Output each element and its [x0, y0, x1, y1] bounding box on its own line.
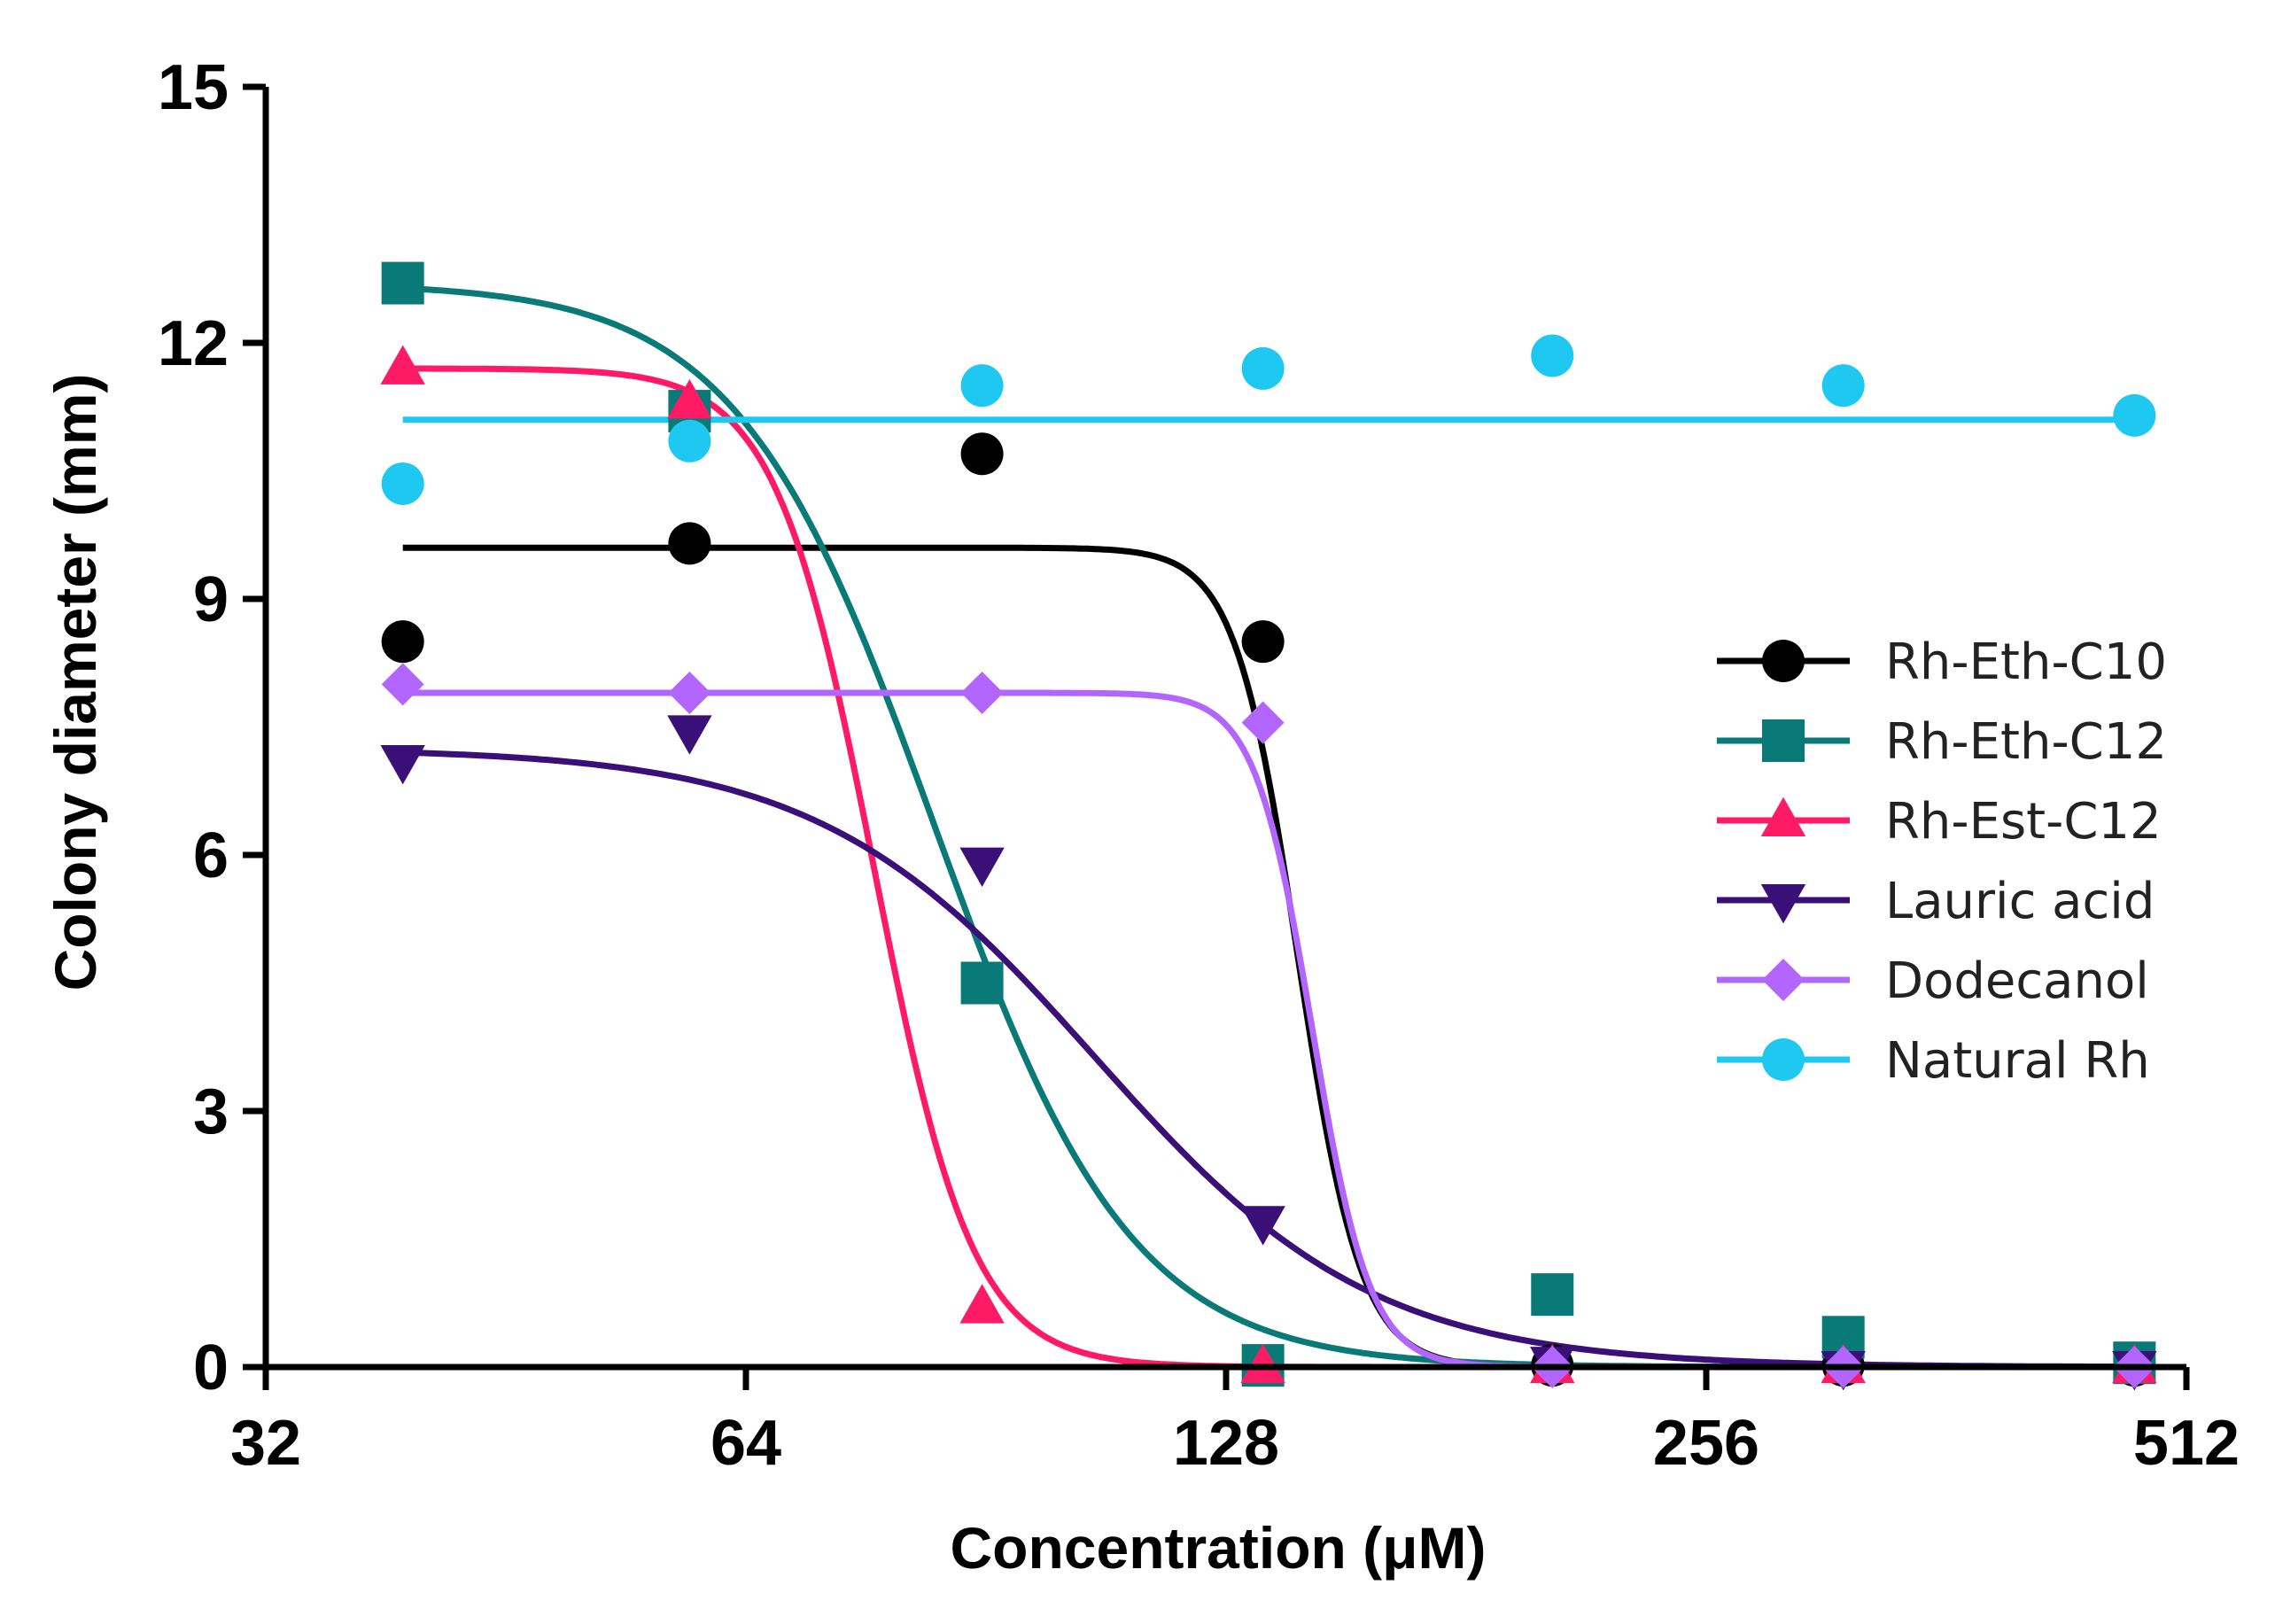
legend-label-rh-est-c12: Rh-Est-C12 [1885, 793, 2162, 851]
point-lauric-acid-3 [1240, 1206, 1285, 1246]
point-natural-rh-4 [1531, 334, 1574, 377]
x-tick-label-32: 32 [230, 1408, 301, 1479]
legend-marker-rh-eth-c10 [1762, 640, 1805, 682]
fit-curve-lauric-acid [402, 749, 2135, 1371]
point-rh-eth-c10-3 [1241, 620, 1285, 664]
legend-marker-natural-rh [1762, 1038, 1805, 1081]
point-natural-rh-3 [1241, 346, 1285, 390]
y-tick-label-15: 15 [158, 52, 229, 123]
point-natural-rh-2 [960, 364, 1004, 408]
y-tick-label-12: 12 [158, 308, 229, 379]
point-lauric-acid-0 [380, 745, 425, 785]
point-rh-est-c12-1 [667, 379, 712, 419]
point-rh-eth-c10-1 [668, 522, 711, 565]
y-tick-label-9: 9 [193, 564, 229, 635]
fit-curve-rh-eth-c10 [402, 544, 2135, 1371]
point-rh-eth-c10-0 [381, 620, 424, 664]
point-rh-est-c12-2 [959, 1284, 1005, 1324]
legend-label-lauric-acid: Lauric acid [1885, 873, 2155, 930]
legend: Rh-Eth-C10 Rh-Eth-C12 Rh-Est-C12 Lauric aci… [1717, 633, 2167, 1090]
x-tick-label-256: 256 [1653, 1408, 1759, 1479]
axes: 32 64 128 256 512 0 3 6 9 12 15 [158, 52, 2240, 1479]
legend-label-rh-eth-c10: Rh-Eth-C10 [1885, 633, 2167, 691]
point-dodecanol-3 [1241, 701, 1285, 744]
x-axis-title: Concentration (μM) [951, 1515, 1487, 1581]
point-natural-rh-6 [2113, 393, 2156, 437]
point-lauric-acid-1 [667, 715, 712, 755]
point-dodecanol-1 [668, 671, 711, 714]
x-tick-label-512: 512 [2133, 1408, 2240, 1479]
point-rh-eth-c12-0 [381, 261, 424, 305]
y-axis-title: Colony diameter (mm) [43, 374, 108, 991]
y-tick-label-3: 3 [193, 1076, 229, 1147]
legend-label-dodecanol: Dodecanol [1885, 952, 2149, 1010]
point-natural-rh-1 [668, 419, 711, 462]
y-tick-label-6: 6 [193, 820, 229, 891]
point-rh-eth-c10-2 [960, 432, 1004, 476]
point-natural-rh-5 [1821, 364, 1865, 408]
legend-label-natural-rh: Natural Rh [1885, 1032, 2150, 1090]
legend-marker-dodecanol [1762, 959, 1805, 1001]
legend-label-rh-eth-c12: Rh-Eth-C12 [1885, 713, 2167, 771]
fit-curves [402, 284, 2135, 1371]
y-tick-label-0: 0 [193, 1333, 229, 1403]
point-dodecanol-0 [381, 663, 424, 706]
point-dodecanol-2 [960, 671, 1004, 714]
x-tick-label-128: 128 [1173, 1408, 1279, 1479]
fit-curve-rh-eth-c12 [402, 284, 2135, 1371]
point-rh-eth-c12-4 [1531, 1273, 1574, 1317]
point-rh-est-c12-3 [1240, 1343, 1285, 1383]
point-lauric-acid-2 [959, 847, 1005, 888]
point-rh-est-c12-0 [380, 345, 425, 385]
point-natural-rh-0 [381, 462, 424, 505]
legend-marker-lauric-acid [1760, 884, 1806, 924]
legend-marker-rh-eth-c12 [1762, 719, 1805, 762]
x-tick-label-64: 64 [710, 1408, 781, 1479]
point-rh-eth-c12-2 [960, 961, 1004, 1005]
legend-marker-rh-est-c12 [1760, 796, 1806, 836]
